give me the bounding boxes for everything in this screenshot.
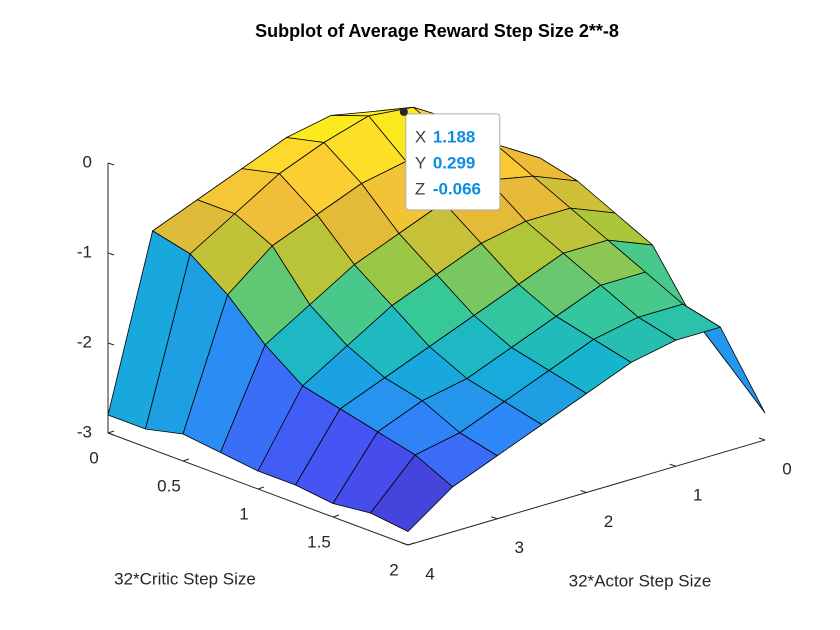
z-tick-label: -3	[77, 422, 92, 441]
y-tick-label: 1.5	[307, 532, 331, 551]
datatip-value: 1.188	[433, 127, 476, 146]
y-tick	[182, 458, 190, 462]
x-tick-label: 2	[604, 512, 613, 531]
y-tick-label: 2	[389, 560, 398, 579]
x-tick-label: 1	[693, 486, 702, 505]
y-tick-label: 0	[89, 448, 98, 467]
datatip-point	[399, 107, 408, 116]
surface-patch	[370, 454, 454, 532]
x-tick	[669, 463, 676, 467]
x-tick-label: 4	[425, 564, 434, 583]
y-tick-label: 0.5	[157, 476, 181, 495]
x-tick	[580, 490, 587, 493]
z-tick-label: 0	[83, 152, 92, 171]
x-tick	[758, 437, 766, 441]
datatip-value: 0.299	[433, 153, 476, 172]
x-tick	[491, 516, 498, 520]
z-tick	[107, 342, 115, 346]
datatip-box	[405, 113, 501, 211]
x-tick	[401, 542, 409, 546]
y-tick	[257, 486, 265, 490]
x-tick-label: 0	[782, 459, 791, 478]
datatip-label: Y	[415, 153, 426, 172]
chart-title: Subplot of Average Reward Step Size 2**-…	[255, 21, 619, 41]
datatip-value: -0.066	[433, 179, 481, 198]
y-tick-label: 1	[239, 504, 248, 523]
x-tick-label: 3	[515, 538, 524, 557]
z-tick-label: -1	[77, 242, 92, 261]
axes: 0 0.5 1 1.5 2 0 1 2 3 4 -3 -2 -1 0	[77, 152, 792, 583]
y-axis-label: 32*Critic Step Size	[114, 569, 256, 588]
z-tick	[107, 432, 115, 436]
x-axis-label: 32*Actor Step Size	[569, 571, 712, 590]
datatip-label: Z	[415, 179, 425, 198]
datatip[interactable]: X 1.188 Y 0.299 Z -0.066	[399, 107, 501, 211]
datatip-label: X	[415, 127, 426, 146]
y-tick	[332, 514, 340, 518]
z-tick	[107, 162, 115, 166]
y-tick	[107, 430, 115, 434]
z-tick-label: -2	[77, 332, 92, 351]
z-tick	[107, 252, 115, 256]
